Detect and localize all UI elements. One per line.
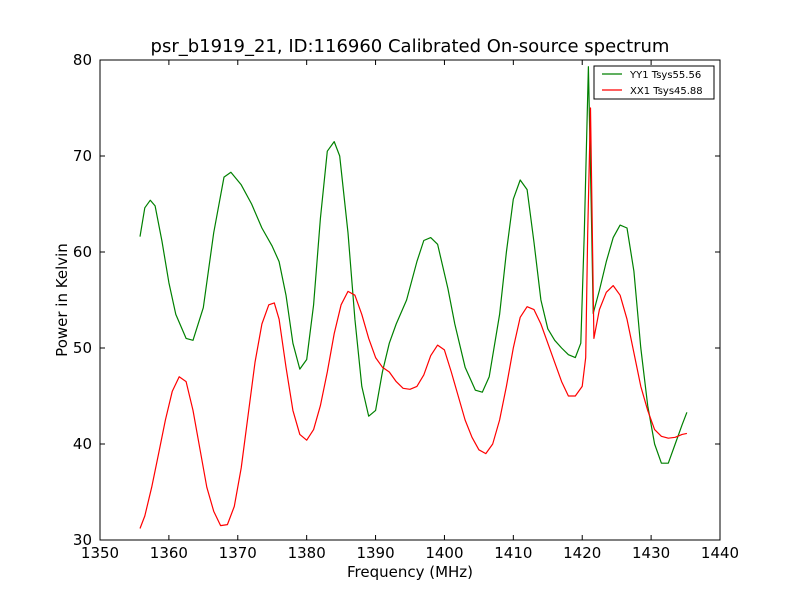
series-line-1 xyxy=(139,107,688,529)
y-axis-label: Power in Kelvin xyxy=(53,243,71,357)
x-tick-label: 1370 xyxy=(219,544,257,562)
x-tick-label: 1380 xyxy=(288,544,326,562)
y-tick-label: 30 xyxy=(73,531,92,549)
legend-box xyxy=(593,65,715,100)
x-tick-label: 1400 xyxy=(425,544,463,562)
y-tick-label: 80 xyxy=(73,51,92,69)
series-layer xyxy=(139,66,688,529)
x-tick-label: 1420 xyxy=(563,544,601,562)
x-axis: 1350 1360 1370 1380 1390 1400 1410 1420 1430 1440 xyxy=(81,60,739,562)
y-tick-label: 70 xyxy=(73,147,92,165)
x-tick-label: 1430 xyxy=(632,544,670,562)
x-tick-label: 1360 xyxy=(150,544,188,562)
legend: YY1 Tsys55.56 XX1 Tsys45.88 xyxy=(593,65,715,100)
y-tick-label: 40 xyxy=(73,435,92,453)
x-tick-label: 1350 xyxy=(81,544,119,562)
chart-title: psr_b1919_21, ID:116960 Calibrated On-so… xyxy=(151,36,670,57)
legend-label-xx1: XX1 Tsys45.88 xyxy=(630,86,703,97)
y-tick-label: 50 xyxy=(73,339,92,357)
series-line-0 xyxy=(139,66,688,464)
legend-label-yy1: YY1 Tsys55.56 xyxy=(629,70,701,81)
x-tick-label: 1440 xyxy=(701,544,739,562)
plot-frame xyxy=(99,59,721,541)
x-tick-label: 1390 xyxy=(356,544,394,562)
plot-area xyxy=(99,59,721,541)
x-tick-label: 1410 xyxy=(494,544,532,562)
y-tick-label: 60 xyxy=(73,243,92,261)
y-axis: 30 40 50 60 70 80 xyxy=(73,51,720,549)
x-axis-label: Frequency (MHz) xyxy=(347,563,473,581)
